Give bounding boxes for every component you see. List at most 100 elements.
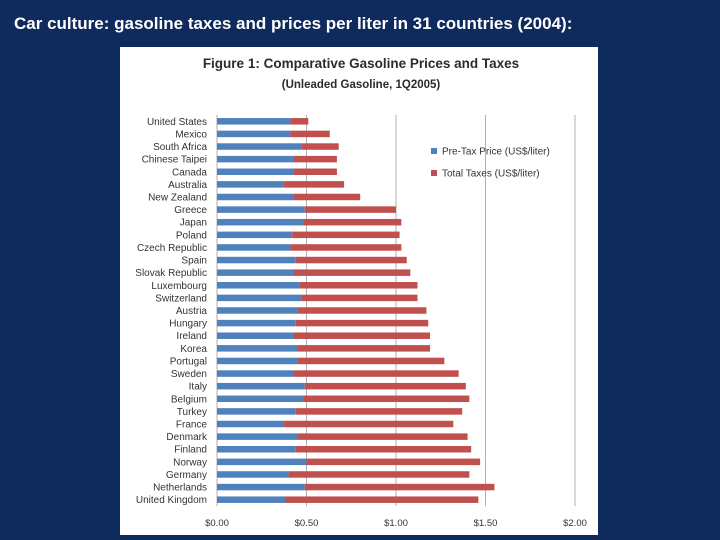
category-label: Poland bbox=[176, 230, 207, 241]
legend-label: Pre-Tax Price (US$/liter) bbox=[442, 147, 550, 158]
pre-tax-bar bbox=[217, 307, 298, 314]
tax-bar bbox=[302, 395, 470, 403]
tax-bar bbox=[293, 193, 361, 201]
pre-tax-bar bbox=[217, 408, 296, 415]
x-tick-label: $0.50 bbox=[295, 518, 319, 529]
chart-subtitle: (Unleaded Gasoline, 1Q2005) bbox=[282, 79, 441, 91]
category-label: South Africa bbox=[153, 142, 207, 153]
pre-tax-bar bbox=[217, 395, 303, 403]
pre-tax-bar bbox=[217, 382, 305, 390]
category-label: Turkey bbox=[177, 407, 207, 418]
pre-tax-bar bbox=[217, 357, 298, 365]
pre-tax-bar bbox=[217, 244, 291, 251]
category-label: Slovak Republic bbox=[135, 268, 207, 279]
pre-tax-bar bbox=[217, 130, 291, 138]
tax-bar bbox=[283, 181, 345, 188]
pre-tax-bar bbox=[217, 118, 291, 125]
pre-tax-bar bbox=[217, 193, 294, 201]
category-label: Belgium bbox=[171, 394, 207, 405]
pre-tax-bar bbox=[217, 483, 305, 491]
pre-tax-bar bbox=[217, 282, 300, 289]
tax-bar bbox=[297, 345, 431, 352]
tax-bar bbox=[306, 458, 481, 466]
pre-tax-bar bbox=[217, 206, 305, 213]
x-tick-label: $1.50 bbox=[474, 518, 498, 529]
category-label: Portugal bbox=[170, 356, 207, 367]
tax-bar bbox=[283, 420, 454, 428]
tax-bar bbox=[304, 483, 495, 491]
chart-title: Figure 1: Comparative Gasoline Prices an… bbox=[203, 56, 519, 71]
x-tick-labels: $0.00 $0.50 $1.00 $1.50 $2.00 bbox=[205, 518, 587, 529]
tax-bar bbox=[288, 471, 470, 478]
slide-title: Car culture: gasoline taxes and prices p… bbox=[14, 14, 573, 33]
pre-tax-bar bbox=[217, 218, 303, 226]
tax-bar bbox=[290, 244, 402, 251]
pre-tax-bar bbox=[217, 471, 289, 478]
pre-tax-bar bbox=[217, 370, 294, 377]
pre-tax-bar bbox=[217, 294, 302, 302]
pre-tax-bar bbox=[217, 433, 298, 440]
tax-bar bbox=[293, 370, 459, 377]
category-label: Germany bbox=[166, 470, 207, 481]
tax-bar bbox=[293, 332, 431, 339]
category-label: Spain bbox=[181, 256, 207, 267]
category-label: Greece bbox=[174, 205, 207, 216]
tax-bar bbox=[301, 294, 418, 302]
x-tick-label: $2.00 bbox=[563, 518, 587, 529]
pre-tax-bar bbox=[217, 155, 294, 163]
tax-bar bbox=[297, 307, 427, 314]
pre-tax-bar bbox=[217, 345, 298, 352]
category-label: Hungary bbox=[169, 319, 207, 330]
pre-tax-bar bbox=[217, 231, 293, 239]
category-label: France bbox=[176, 420, 208, 431]
pre-tax-bar bbox=[217, 181, 284, 188]
tax-bar bbox=[301, 143, 339, 150]
tax-bar bbox=[297, 433, 468, 440]
tax-bar bbox=[290, 118, 309, 125]
tax-bar bbox=[293, 168, 337, 176]
tax-bar bbox=[304, 206, 396, 213]
tax-bar bbox=[293, 155, 337, 163]
pre-tax-bar bbox=[217, 256, 296, 264]
category-label: Czech Republic bbox=[137, 243, 207, 254]
gasoline-chart: Figure 1: Comparative Gasoline Prices an… bbox=[135, 56, 587, 529]
pre-tax-bar bbox=[217, 143, 302, 150]
pre-tax-bar bbox=[217, 458, 307, 466]
category-label: Japan bbox=[180, 218, 207, 229]
category-label: New Zealand bbox=[148, 192, 207, 203]
tax-bar bbox=[285, 496, 479, 503]
legend: Pre-Tax Price (US$/liter) Total Taxes (US… bbox=[431, 147, 550, 180]
pre-tax-bar bbox=[217, 445, 296, 453]
category-label: Austria bbox=[176, 306, 208, 317]
category-label: Netherlands bbox=[153, 483, 207, 494]
category-label: Luxembourg bbox=[151, 281, 207, 292]
category-label: Canada bbox=[172, 167, 207, 178]
pre-tax-bar bbox=[217, 496, 286, 503]
category-label: Mexico bbox=[175, 129, 207, 140]
category-label: Norway bbox=[173, 457, 207, 468]
pre-tax-bar bbox=[217, 420, 284, 428]
x-tick-label: $1.00 bbox=[384, 518, 408, 529]
tax-bar bbox=[293, 269, 411, 276]
category-label: Sweden bbox=[171, 369, 207, 380]
category-label: United States bbox=[147, 117, 207, 128]
chart-panel: Figure 1: Comparative Gasoline Prices an… bbox=[120, 47, 598, 535]
tax-bar bbox=[295, 408, 463, 415]
bars bbox=[217, 118, 495, 503]
tax-bar bbox=[290, 130, 330, 138]
x-tick-label: $0.00 bbox=[205, 518, 229, 529]
legend-label: Total Taxes (US$/liter) bbox=[442, 169, 540, 180]
category-label: Australia bbox=[168, 180, 207, 191]
category-label: Denmark bbox=[166, 432, 208, 443]
tax-bar bbox=[295, 319, 429, 327]
tax-bar bbox=[304, 382, 466, 390]
pre-tax-bar bbox=[217, 332, 294, 339]
category-label: Italy bbox=[189, 382, 207, 393]
category-label: Korea bbox=[180, 344, 207, 355]
tax-bar bbox=[292, 231, 400, 239]
pre-tax-bar bbox=[217, 269, 294, 276]
category-label: Ireland bbox=[176, 331, 207, 342]
category-label: Chinese Taipei bbox=[142, 155, 207, 166]
tax-bar bbox=[299, 282, 418, 289]
